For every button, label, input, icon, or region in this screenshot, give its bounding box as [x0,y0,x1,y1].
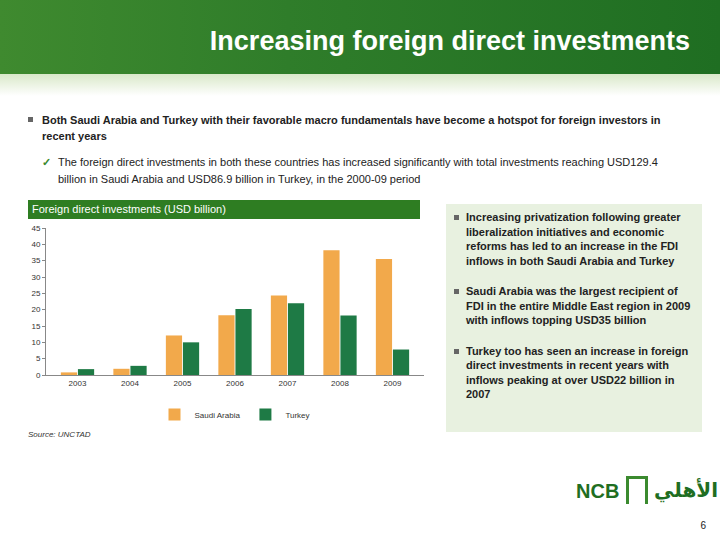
html-text:Foreign direct investments (US: Foreign direct investments (USD billion) [32,203,226,215]
html-text:Turkey too has seen an increas: Turkey too has seen an increase in forei… [466,344,689,400]
html-text:The foreign direct investments: The foreign direct investments in both t… [58,156,658,185]
svg-text:25: 25 [31,289,40,298]
svg-text:2004: 2004 [121,379,139,388]
html-text:Saudi Arabia was the largest r: Saudi Arabia was the largest recipient o… [466,285,691,326]
svg-text:0: 0 [36,371,41,380]
svg-text:2008: 2008 [331,379,349,388]
svg-text:45: 45 [31,224,40,233]
svg-text:2003: 2003 [69,379,87,388]
svg-text:10: 10 [31,338,40,347]
svg-text:35: 35 [31,256,40,265]
svg-text:2005: 2005 [174,379,192,388]
svg-text:Saudi Arabia: Saudi Arabia [195,411,241,420]
html-text:Both Saudi Arabia and Turkey w: Both Saudi Arabia and Turkey with their … [42,114,661,142]
svg-text:30: 30 [31,273,40,282]
svg-text:40: 40 [31,240,40,249]
html-text:الأهلي: الأهلي [654,478,718,502]
html-text:Source: UNCTAD: Source: UNCTAD [28,430,91,439]
svg-text:2007: 2007 [279,379,297,388]
svg-text:2009: 2009 [384,379,402,388]
html-text:NCB: NCB [576,480,620,502]
html-text:6: 6 [700,520,706,531]
html-text:Increasing privatization follo: Increasing privatization following great… [466,211,681,267]
html-text:Increasing foreign direct inve: Increasing foreign direct investments [209,26,690,56]
svg-text:5: 5 [36,354,41,363]
svg-text:Turkey: Turkey [285,411,309,420]
svg-text:2006: 2006 [226,379,244,388]
svg-text:20: 20 [31,305,40,314]
svg-text:15: 15 [31,322,40,331]
